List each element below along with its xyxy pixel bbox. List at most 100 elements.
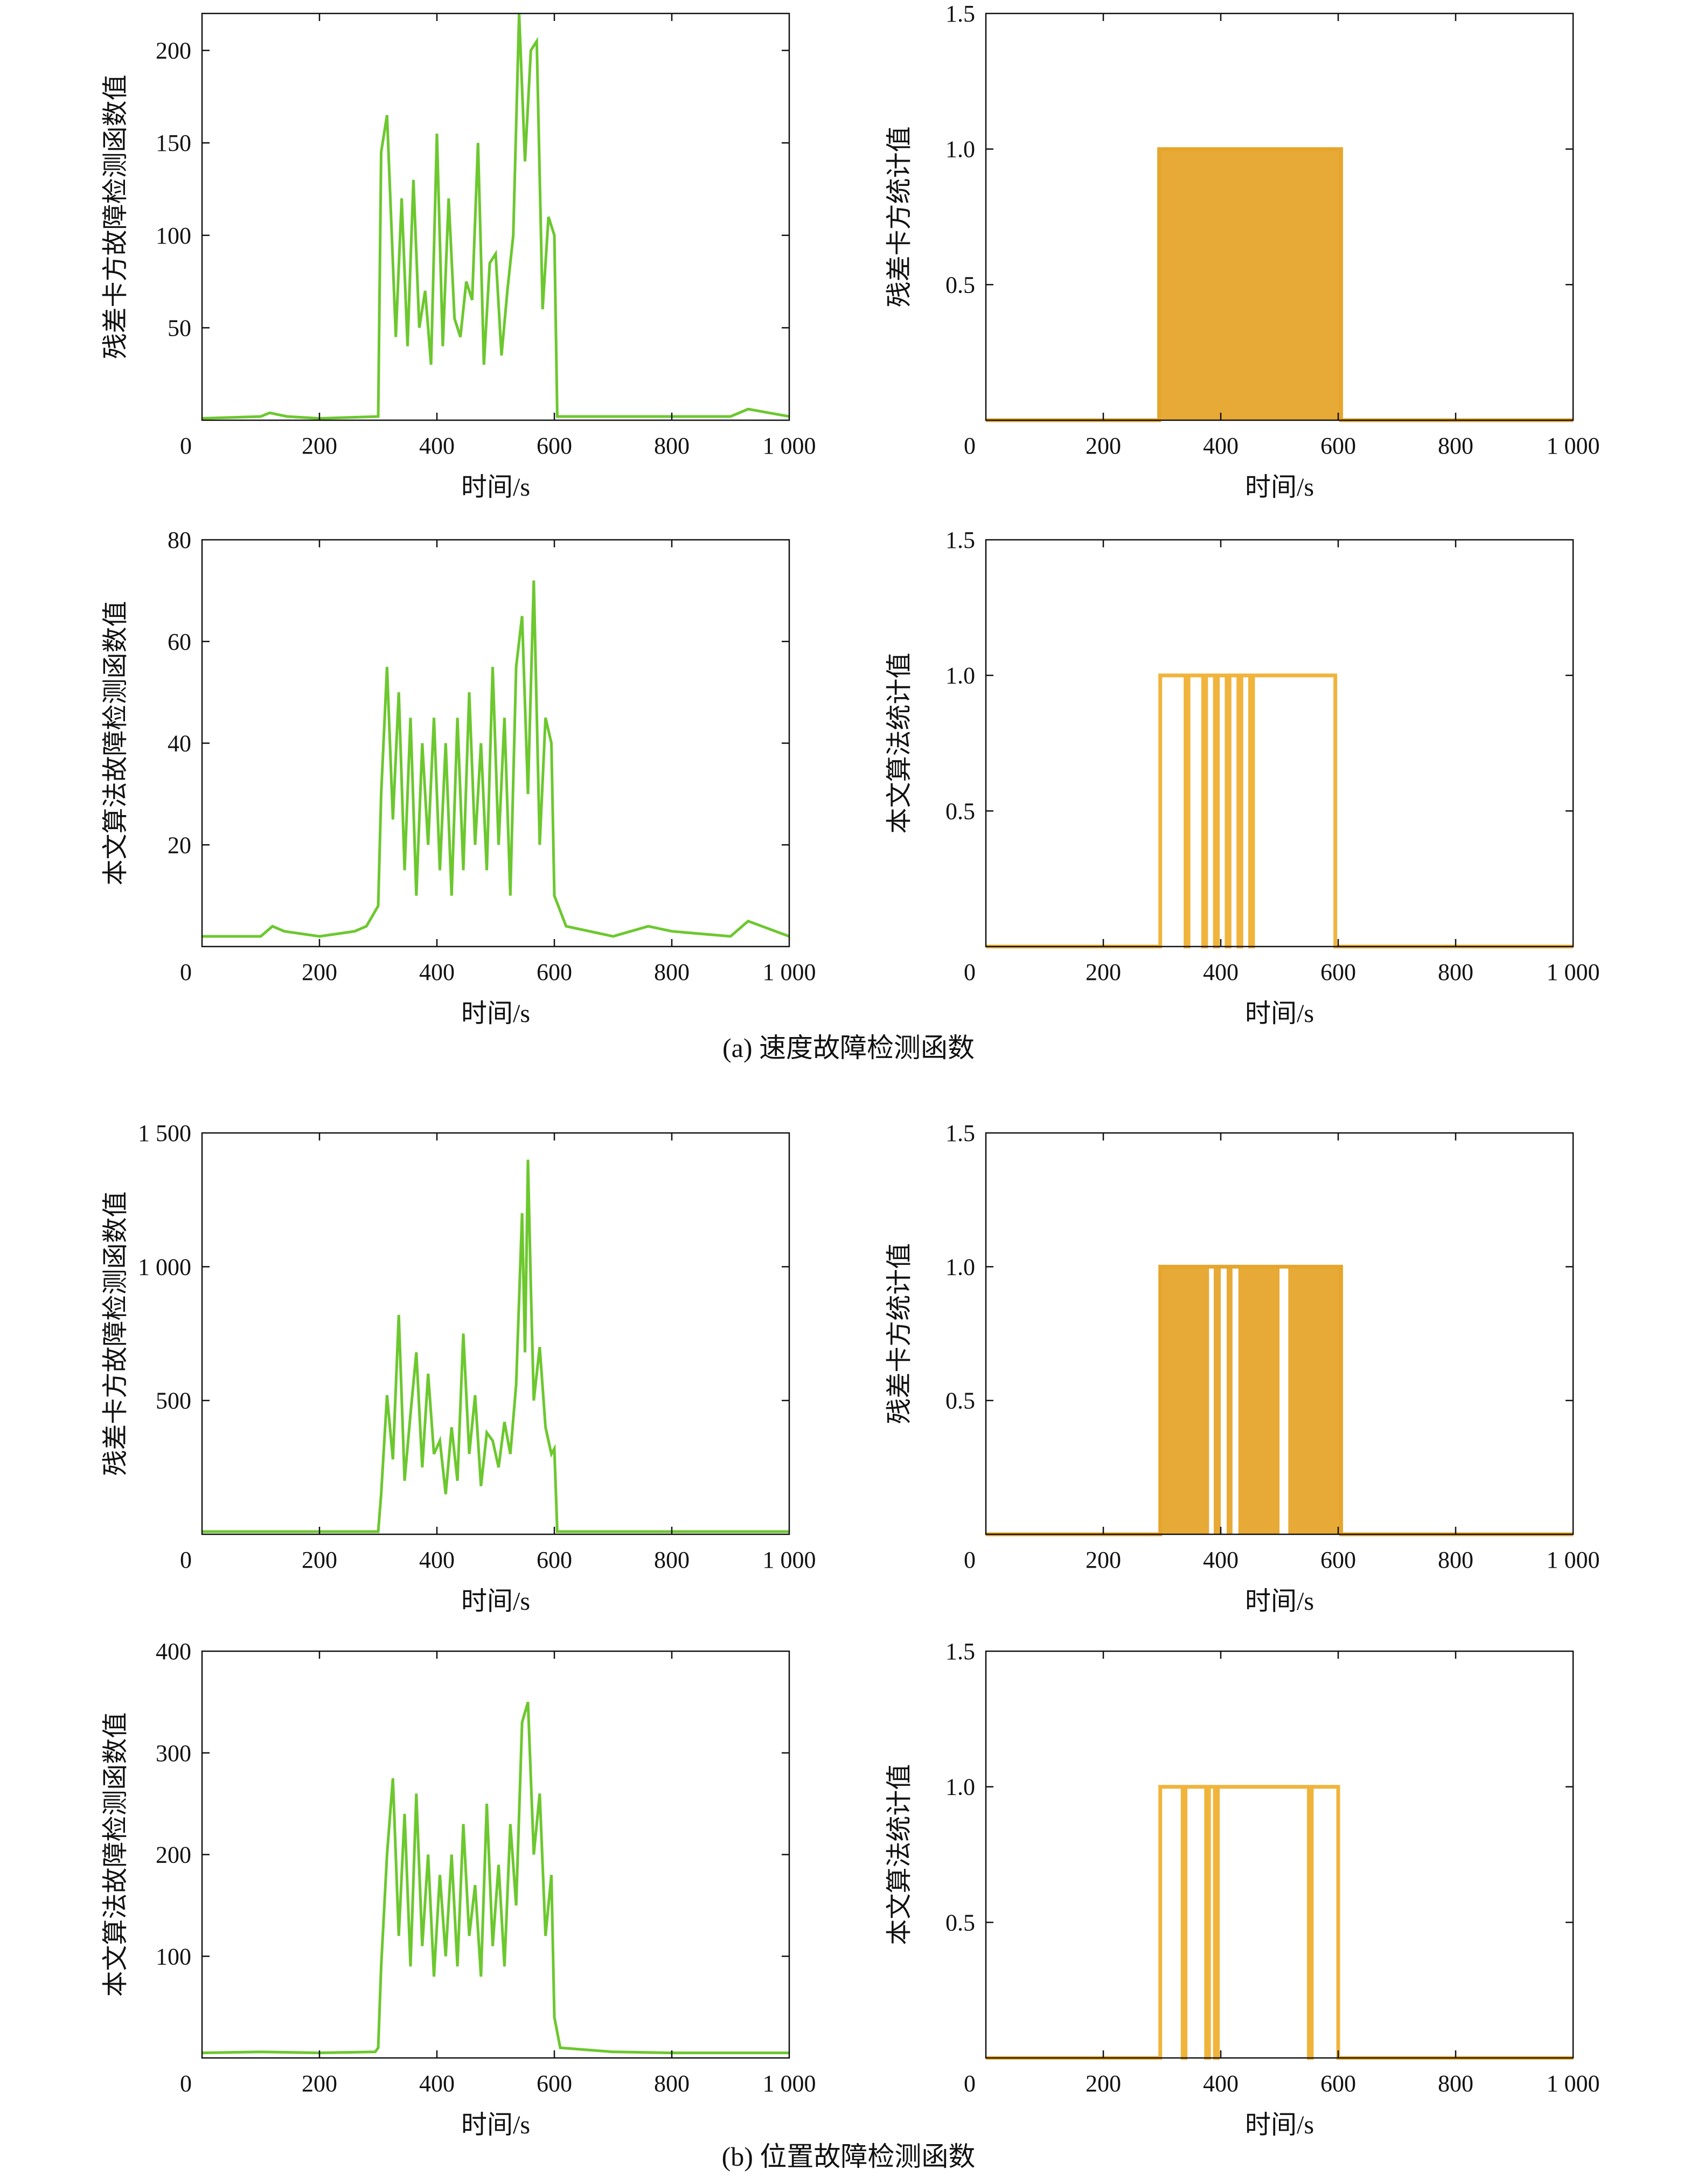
y-tick-label: 100 xyxy=(156,1943,191,1970)
chart-b-residual-fault: 0 200 400 600 800 1 000 500 1 000 1 500 时间/s 残差卡方故… xyxy=(101,1120,816,1616)
y-tick-label: 1.5 xyxy=(945,1,975,27)
x-tick-label: 200 xyxy=(1086,2070,1121,2097)
chart-b-proposed-stat: 0 200 400 600 800 1 000 0.5 1.0 1.5 时间/s 本文算法统计值 xyxy=(885,1638,1600,2139)
y-axis-title: 残差卡方统计值 xyxy=(885,1243,914,1424)
x-tick-label: 1 000 xyxy=(763,959,816,985)
x-tick-label: 800 xyxy=(1438,1547,1473,1573)
x-tick-label: 0 xyxy=(180,433,192,459)
y-tick-label: 1.0 xyxy=(945,1774,975,1800)
x-tick-label: 600 xyxy=(537,2070,572,2097)
x-tick-label: 0 xyxy=(180,959,192,985)
series-line-0 xyxy=(202,580,790,938)
y-tick-label: 200 xyxy=(156,38,191,64)
y-tick-label: 80 xyxy=(168,527,191,553)
x-tick-label: 800 xyxy=(1438,2070,1473,2097)
x-tick-label: 400 xyxy=(1203,959,1239,985)
y-tick-label: 1.5 xyxy=(945,1638,975,1665)
y-axis-title: 残差卡方故障检测函数值 xyxy=(101,74,130,359)
series-line-0 xyxy=(201,13,790,420)
y-axis-title: 本文算法统计值 xyxy=(885,1764,914,1945)
plot-frame xyxy=(985,12,1574,421)
x-tick-label: 400 xyxy=(419,2070,455,2097)
x-tick-label: 200 xyxy=(1086,1547,1121,1573)
fill-block-0 xyxy=(1160,1267,1209,1534)
y-tick-label: 1.0 xyxy=(945,136,975,163)
x-axis-title: 时间/s xyxy=(1245,1587,1314,1616)
plot-frame xyxy=(985,1132,1574,1535)
x-tick-label: 1 000 xyxy=(1547,433,1600,459)
y-tick-label: 40 xyxy=(168,731,191,757)
x-tick-label: 200 xyxy=(302,959,337,985)
x-axis-title: 时间/s xyxy=(461,473,530,502)
x-tick-label: 0 xyxy=(180,2070,192,2097)
x-tick-label: 600 xyxy=(1320,2070,1356,2097)
fill-block-0 xyxy=(1159,149,1341,420)
x-tick-label: 800 xyxy=(654,1547,690,1573)
x-tick-label: 400 xyxy=(419,1547,455,1573)
y-tick-label: 20 xyxy=(168,832,191,858)
chart-a-proposed-fault: 0 200 400 600 800 1 000 20 40 60 80 时间/s 本文算法故障检测函数… xyxy=(101,527,816,1028)
x-axis-title: 时间/s xyxy=(461,1587,530,1616)
y-tick-label: 1.5 xyxy=(945,527,975,553)
x-tick-label: 800 xyxy=(1438,959,1473,985)
caption-b: (b) 位置故障检测函数 xyxy=(722,2141,976,2172)
x-tick-label: 0 xyxy=(964,1547,976,1573)
y-tick-label: 0.5 xyxy=(945,1388,975,1414)
plot-frame xyxy=(985,1650,1574,2059)
x-tick-label: 1 000 xyxy=(1547,2070,1600,2097)
y-axis-title: 本文算法故障检测函数值 xyxy=(101,1712,130,1997)
x-axis-title: 时间/s xyxy=(461,999,530,1028)
x-tick-label: 1 000 xyxy=(763,433,816,459)
y-tick-label: 1 000 xyxy=(138,1254,191,1280)
y-tick-label: 0.5 xyxy=(945,1909,975,1936)
x-tick-label: 1 000 xyxy=(763,2070,816,2097)
x-tick-label: 400 xyxy=(1203,433,1239,459)
x-axis-title: 时间/s xyxy=(1245,473,1314,502)
series-line-0 xyxy=(201,1701,789,2055)
x-tick-label: 200 xyxy=(1086,959,1121,985)
x-tick-label: 600 xyxy=(1320,1547,1356,1573)
x-axis-title: 时间/s xyxy=(461,2111,530,2139)
x-tick-label: 600 xyxy=(537,1547,572,1573)
x-tick-label: 200 xyxy=(1086,433,1121,459)
x-tick-label: 800 xyxy=(1438,433,1473,459)
x-tick-label: 200 xyxy=(302,1547,337,1573)
y-axis-title: 本文算法故障检测函数值 xyxy=(101,601,130,885)
x-tick-label: 1 000 xyxy=(763,1547,816,1573)
y-tick-label: 60 xyxy=(168,629,191,655)
charts-container: 0 200 400 600 800 1 00050100150200时间/s残差卡方故障检… xyxy=(101,1,1600,2139)
x-tick-label: 1 000 xyxy=(1547,959,1600,985)
caption-a: (a) 速度故障检测函数 xyxy=(722,1033,975,1063)
x-tick-label: 400 xyxy=(419,433,455,459)
y-tick-label: 1.0 xyxy=(945,663,975,689)
x-tick-label: 800 xyxy=(654,2070,690,2097)
y-tick-label: 0.5 xyxy=(945,798,975,824)
x-axis-title: 时间/s xyxy=(1245,999,1314,1028)
x-tick-label: 0 xyxy=(964,2070,976,2097)
fill-block-4 xyxy=(1288,1267,1341,1534)
y-axis-title: 本文算法统计值 xyxy=(885,652,914,833)
y-tick-label: 150 xyxy=(156,130,191,156)
plot-frame xyxy=(201,12,790,421)
fill-block-3 xyxy=(1238,1267,1279,1534)
fill-block-1 xyxy=(1213,1267,1221,1534)
y-axis-title: 残差卡方故障检测函数值 xyxy=(101,1191,130,1476)
fill-block-2 xyxy=(1226,1267,1233,1534)
x-tick-label: 0 xyxy=(964,959,976,985)
x-tick-label: 600 xyxy=(537,959,572,985)
x-tick-label: 600 xyxy=(1320,433,1356,459)
x-axis-title: 时间/s xyxy=(1245,2111,1314,2139)
x-tick-label: 600 xyxy=(537,433,572,459)
chart-b-proposed-fault: 0 200 400 600 800 1 000100200300400时间/s本文算法故障… xyxy=(101,1638,816,2139)
chart-a-residual-fault: 0 200 400 600 800 1 000 50 100 150 200 时间/s 残差卡方故障检… xyxy=(101,12,816,502)
x-tick-label: 200 xyxy=(302,433,337,459)
x-tick-label: 400 xyxy=(419,959,455,985)
plot-frame xyxy=(985,539,1574,948)
y-tick-label: 100 xyxy=(156,222,191,249)
x-tick-label: 1 000 xyxy=(1547,1547,1600,1573)
y-tick-label: 200 xyxy=(156,1842,191,1868)
y-tick-label: 500 xyxy=(156,1388,191,1414)
x-tick-label: 0 xyxy=(180,1547,192,1573)
x-tick-label: 200 xyxy=(302,2070,337,2097)
